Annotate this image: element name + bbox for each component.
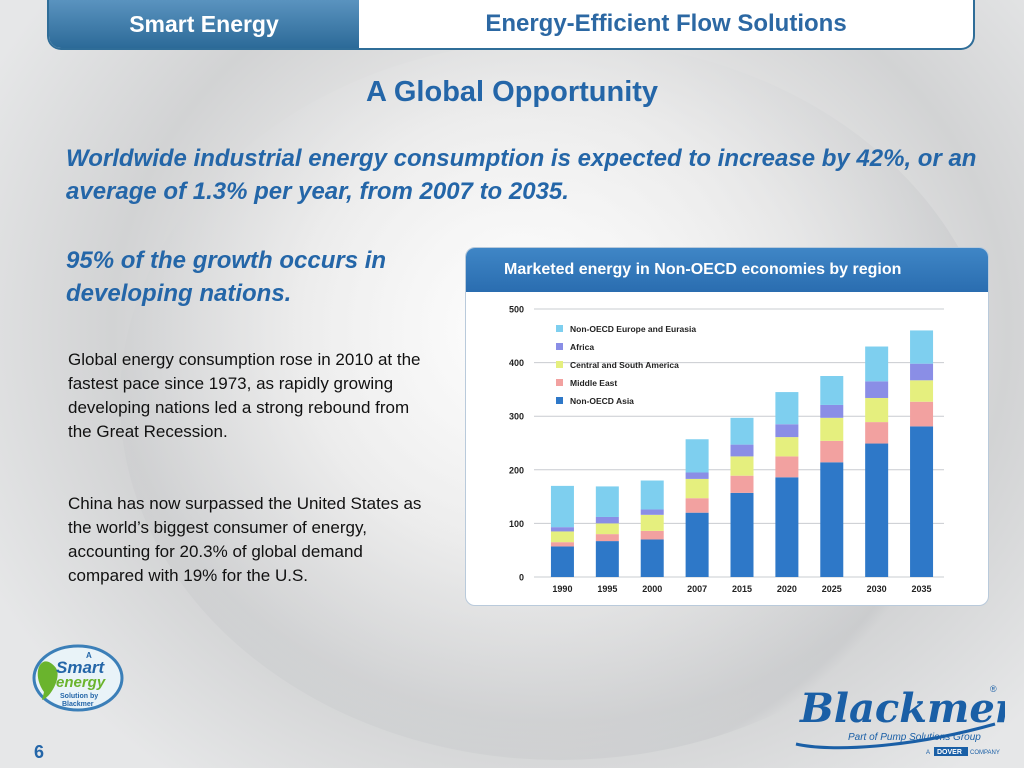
legend-swatch — [556, 325, 563, 332]
legend-swatch — [556, 361, 563, 368]
bar-segment — [595, 523, 619, 535]
x-tick-label: 2015 — [732, 584, 752, 594]
x-tick-label: 1995 — [597, 584, 617, 594]
chart-title: Marketed energy in Non-OECD economies by… — [466, 248, 988, 292]
bar-segment — [685, 472, 709, 479]
bar-segment — [595, 541, 619, 577]
bar-segment — [820, 404, 844, 418]
bar-segment — [640, 539, 664, 577]
blackmer-logo: Blackmer ® Part of Pump Solutions Group … — [795, 684, 1005, 756]
bar-segment — [775, 437, 799, 457]
bar-segment — [730, 475, 754, 493]
header-subtitle: Energy-Efficient Flow Solutions — [485, 10, 847, 37]
bar-segment — [640, 480, 664, 510]
smart-energy-logo-blackmer: Blackmer — [62, 701, 94, 708]
bar-segment — [820, 462, 844, 577]
y-tick-label: 200 — [509, 465, 524, 475]
smart-energy-logo-energy: energy — [56, 674, 106, 691]
smart-energy-logo: A Smart energy Solution by Blackmer — [32, 644, 124, 712]
blackmer-logo-name: Blackmer — [799, 685, 1005, 732]
bar-segment — [910, 401, 934, 427]
bar-segment — [685, 498, 709, 513]
bar-segment — [595, 516, 619, 524]
bar-segment — [595, 486, 619, 517]
legend-label: Middle East — [570, 378, 617, 388]
bar-segment — [820, 440, 844, 463]
x-tick-label: 2020 — [777, 584, 797, 594]
registered-mark-icon: ® — [990, 684, 997, 694]
x-tick-label: 2007 — [687, 584, 707, 594]
chart-plot: 0 100 200 300 400 500 1990 1995 2000 2007 2015 2020… — [509, 305, 944, 594]
bar-segment — [640, 509, 664, 515]
body-paragraph-2: China has now surpassed the United State… — [68, 494, 422, 585]
bar-segment — [730, 492, 754, 577]
bar-segment — [865, 422, 889, 444]
bar-segment — [685, 439, 709, 473]
bar-segment — [550, 546, 574, 577]
bar-segment — [640, 530, 664, 540]
bar-segment — [685, 512, 709, 577]
y-tick-label: 300 — [509, 412, 524, 422]
bar-segment — [820, 417, 844, 441]
bar-segment — [550, 542, 574, 547]
legend-label: Central and South America — [570, 360, 679, 370]
bar-segment — [775, 456, 799, 478]
bar-segment — [865, 397, 889, 423]
dover-company-suffix: COMPANY — [970, 750, 1000, 756]
x-tick-label: 2000 — [642, 584, 662, 594]
smart-energy-logo-smart: Smart — [56, 658, 106, 677]
blackmer-logo-swoosh — [795, 722, 996, 750]
bar-segment — [865, 346, 889, 382]
bar-segment — [550, 527, 574, 532]
bar-segment — [865, 443, 889, 577]
smart-energy-logo-a: A — [86, 651, 92, 660]
bar-segment — [550, 531, 574, 543]
legend-label: Africa — [570, 342, 594, 352]
legend-label: Non-OECD Asia — [570, 396, 634, 406]
page-title: A Global Opportunity — [365, 76, 659, 108]
x-tick-label: 2035 — [912, 584, 932, 594]
y-tick-label: 400 — [509, 358, 524, 368]
x-tick-label: 2030 — [867, 584, 887, 594]
dover-badge — [934, 747, 968, 756]
bar-segment — [685, 478, 709, 499]
legend-swatch — [556, 379, 563, 386]
bar-segment — [775, 424, 799, 438]
bar-segment — [730, 417, 754, 445]
x-tick-label: 1990 — [552, 584, 572, 594]
dover-company-prefix: A — [926, 750, 930, 756]
bar-segment — [550, 485, 574, 528]
bar-segment — [910, 426, 934, 577]
chart-panel: Marketed energy in Non-OECD economies by… — [465, 247, 989, 606]
bar-segment — [775, 477, 799, 577]
slide-subtitle: Worldwide industrial energy consumption … — [66, 145, 977, 205]
dover-company-name: DOVER — [937, 749, 962, 756]
bar-segment — [820, 376, 844, 405]
bar-segment — [730, 456, 754, 476]
legend-swatch — [556, 343, 563, 350]
y-tick-label: 0 — [519, 573, 524, 583]
bar-segment — [640, 514, 664, 531]
header-bar: Smart Energy Energy-Efficient Flow Solut… — [47, 0, 975, 50]
y-tick-label: 500 — [509, 305, 524, 315]
bar-segment — [595, 534, 619, 542]
page-number: 6 — [34, 742, 45, 762]
bar-segment — [910, 363, 934, 381]
legend-swatch — [556, 397, 563, 404]
bar-segment — [910, 330, 934, 364]
legend-label: Non-OECD Europe and Eurasia — [570, 324, 696, 334]
x-tick-label: 2025 — [822, 584, 842, 594]
bar-segment — [730, 444, 754, 457]
smart-energy-logo-solution-by: Solution by — [60, 693, 98, 700]
header-section-title: Smart Energy — [49, 0, 359, 48]
body-paragraph-1: Global energy consumption rose in 2010 a… — [68, 350, 421, 441]
growth-note: 95% of the growth occurs in developing n… — [66, 247, 387, 307]
leaf-icon — [37, 661, 58, 700]
y-tick-label: 100 — [509, 519, 524, 529]
blackmer-logo-tagline: Part of Pump Solutions Group — [848, 732, 981, 743]
bar-segment — [910, 380, 934, 402]
smart-energy-logo-ring — [32, 644, 124, 712]
bar-segment — [865, 381, 889, 398]
bar-segment — [775, 392, 799, 425]
